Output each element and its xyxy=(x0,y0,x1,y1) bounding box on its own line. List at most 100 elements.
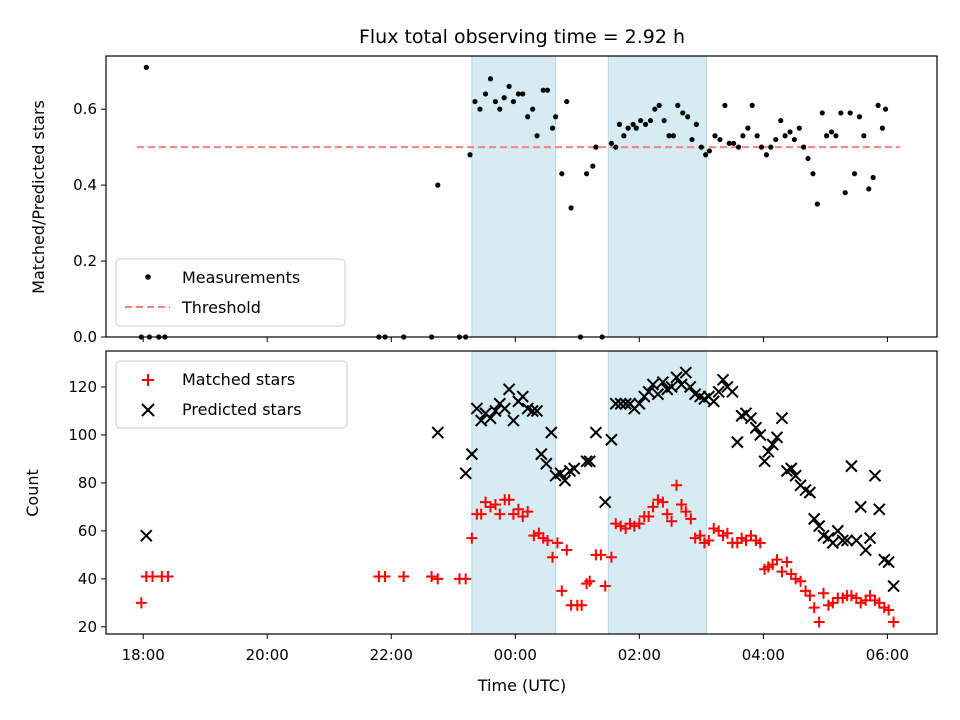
measurement-point xyxy=(467,152,473,158)
predicted-star-point xyxy=(465,447,479,461)
predicted-star-point xyxy=(502,383,516,396)
measurement-point xyxy=(637,117,644,124)
measurement-point xyxy=(773,136,779,143)
y-tick-label: 100 xyxy=(68,426,97,444)
measurement-point xyxy=(501,95,507,101)
predicted-star-point xyxy=(749,421,763,434)
matched-star-point xyxy=(466,532,478,544)
measurement-point xyxy=(778,117,784,124)
predicted-star-point xyxy=(545,426,558,439)
predicted-star-point xyxy=(474,414,488,427)
shaded-interval xyxy=(607,55,707,338)
matched-star-point xyxy=(517,510,529,522)
legend-predicted-marker xyxy=(141,403,155,417)
predicted-star-point xyxy=(716,373,730,386)
x-tick-label: 06:00 xyxy=(866,646,909,664)
predicted-star-point xyxy=(656,375,670,389)
legend-measurements-marker xyxy=(145,274,151,280)
measurement-point xyxy=(787,129,793,135)
shaded-interval xyxy=(471,350,557,635)
measurement-point xyxy=(544,87,551,93)
matched-star-point xyxy=(135,597,147,609)
measurement-point xyxy=(706,148,713,154)
predicted-star-point xyxy=(882,555,895,569)
predicted-star-point xyxy=(535,447,548,461)
matched-star-point xyxy=(795,575,807,587)
legend-predicted-label: Predicted stars xyxy=(182,400,302,419)
matched-star-point xyxy=(808,602,820,614)
predicted-star-point xyxy=(665,380,678,394)
measurement-point xyxy=(652,106,658,112)
bottom-x-ticks: 18:00 20:00 22:00 00:00 02:00 04:00 06:00 xyxy=(122,634,909,664)
matched-star-point xyxy=(804,590,816,602)
predicted-star-point xyxy=(526,404,539,418)
y-tick-label: 120 xyxy=(68,378,97,396)
matched-star-point xyxy=(475,508,487,520)
predicted-star-point xyxy=(609,397,622,410)
predicted-star-point xyxy=(558,474,572,487)
measurement-point xyxy=(768,144,774,150)
measurement-point xyxy=(482,91,489,97)
y-tick-label: 60 xyxy=(78,522,97,540)
matched-star-point xyxy=(610,518,622,530)
measurement-point xyxy=(735,144,742,150)
measurement-point xyxy=(745,125,751,131)
predicted-star-point xyxy=(675,378,688,391)
matched-star-point xyxy=(556,585,568,597)
predicted-star-point xyxy=(887,579,900,593)
measurement-point xyxy=(625,125,631,131)
predicted-star-point xyxy=(808,512,821,526)
matched-star-point xyxy=(507,508,519,520)
predicted-star-point xyxy=(580,455,593,468)
measurement-point xyxy=(515,91,521,97)
measurement-point xyxy=(712,133,718,139)
matched-star-point xyxy=(671,479,683,491)
measurement-point xyxy=(647,117,654,124)
measurement-point xyxy=(749,102,755,108)
predicted-star-point xyxy=(863,531,877,545)
predicted-star-point xyxy=(140,529,153,542)
measurement-point xyxy=(525,114,531,120)
matched-star-point xyxy=(708,522,720,534)
measurement-point xyxy=(472,98,478,105)
matched-star-point xyxy=(489,498,501,510)
matched-star-point xyxy=(661,508,673,520)
x-tick-label: 00:00 xyxy=(494,646,537,664)
measurement-point xyxy=(661,117,667,124)
matched-star-point xyxy=(864,590,876,602)
measurement-point xyxy=(621,133,627,139)
predicted-star-point xyxy=(775,411,789,425)
predicted-star-point xyxy=(484,411,497,425)
matched-star-point xyxy=(845,590,857,602)
measurement-point xyxy=(534,133,540,139)
bottom-axes-frame xyxy=(105,350,938,635)
y-tick-label: 20 xyxy=(78,618,97,636)
predicted-star-point xyxy=(758,455,771,468)
predicted-star-point xyxy=(589,426,603,439)
x-tick-label: 22:00 xyxy=(370,646,413,664)
matched-star-point xyxy=(855,597,867,609)
measurement-point xyxy=(435,182,441,188)
matched-star-point xyxy=(652,494,664,506)
measurement-point xyxy=(143,64,149,70)
measurement-point xyxy=(875,102,881,108)
y-tick-label: 0.2 xyxy=(73,252,97,270)
matched-star-point xyxy=(657,496,669,508)
predicted-star-point xyxy=(670,371,683,384)
chart-title: Flux total observing time = 2.92 h xyxy=(359,26,685,48)
predicted-star-point xyxy=(507,414,520,427)
matched-star-point xyxy=(480,496,492,508)
predicted-star-point xyxy=(762,445,775,458)
predicted-star-point xyxy=(431,426,444,439)
predicted-star-point xyxy=(712,385,725,398)
matched-star-point xyxy=(827,597,839,609)
bottom-legend: Matched stars Predicted stars xyxy=(115,360,348,429)
measurement-points xyxy=(138,64,889,340)
predicted-star-point xyxy=(803,486,817,499)
matched-star-point xyxy=(615,520,627,532)
matched-star-point xyxy=(561,544,573,556)
predicted-star-point xyxy=(459,467,472,480)
matched-star-point xyxy=(605,551,617,563)
x-tick-label: 18:00 xyxy=(122,646,165,664)
matched-star-point xyxy=(379,570,391,582)
